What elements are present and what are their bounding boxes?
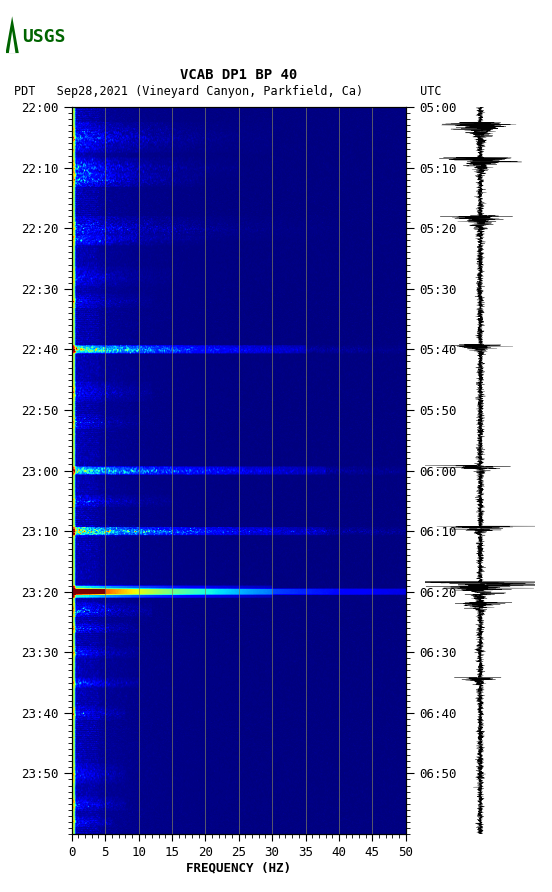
X-axis label: FREQUENCY (HZ): FREQUENCY (HZ) [186, 862, 291, 874]
Polygon shape [6, 16, 19, 54]
Text: USGS: USGS [22, 29, 66, 46]
Text: PDT   Sep28,2021 (Vineyard Canyon, Parkfield, Ca)        UTC: PDT Sep28,2021 (Vineyard Canyon, Parkfie… [14, 85, 442, 98]
Polygon shape [9, 31, 15, 54]
Text: VCAB DP1 BP 40: VCAB DP1 BP 40 [180, 68, 298, 82]
